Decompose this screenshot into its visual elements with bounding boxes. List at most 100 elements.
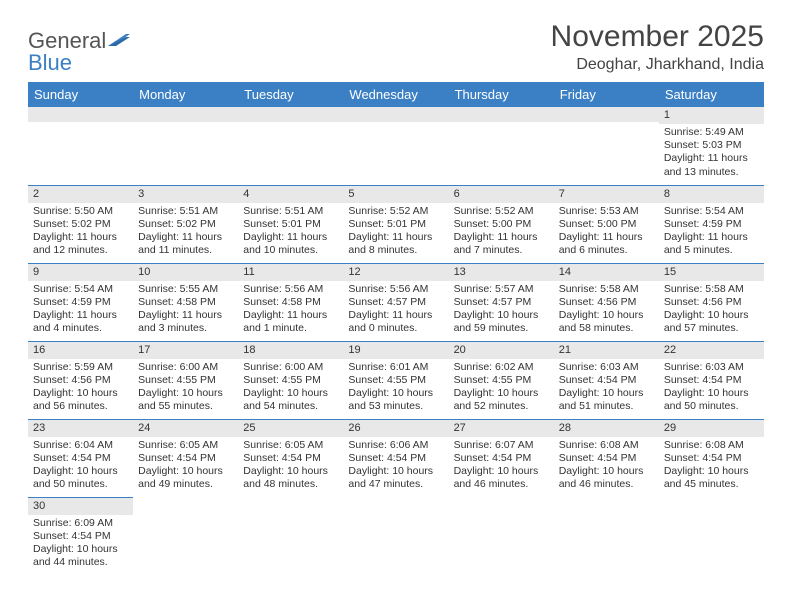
day-content: Sunrise: 6:00 AMSunset: 4:55 PMDaylight:…: [238, 359, 343, 417]
daynum-blank: [28, 107, 133, 122]
sunset-text: Sunset: 4:56 PM: [33, 374, 128, 387]
sunset-text: Sunset: 4:58 PM: [243, 296, 338, 309]
sunrise-text: Sunrise: 6:05 AM: [243, 439, 338, 452]
sunrise-text: Sunrise: 5:54 AM: [664, 205, 759, 218]
sunset-text: Sunset: 4:54 PM: [559, 452, 654, 465]
daylight-text: Daylight: 10 hours and 58 minutes.: [559, 309, 654, 335]
week-row: 30Sunrise: 6:09 AMSunset: 4:54 PMDayligh…: [28, 497, 764, 575]
logo-blue: Blue: [28, 50, 72, 75]
day-cell: 28Sunrise: 6:08 AMSunset: 4:54 PMDayligh…: [554, 419, 659, 497]
day-cell: 6Sunrise: 5:52 AMSunset: 5:00 PMDaylight…: [449, 185, 554, 263]
day-header: Thursday: [449, 82, 554, 107]
sunrise-text: Sunrise: 5:51 AM: [138, 205, 233, 218]
day-content: Sunrise: 5:54 AMSunset: 4:59 PMDaylight:…: [659, 203, 764, 261]
day-number: 24: [133, 420, 238, 437]
sunset-text: Sunset: 4:59 PM: [33, 296, 128, 309]
day-number: 2: [28, 186, 133, 203]
day-number: 10: [133, 264, 238, 281]
day-cell: 29Sunrise: 6:08 AMSunset: 4:54 PMDayligh…: [659, 419, 764, 497]
sunset-text: Sunset: 4:57 PM: [348, 296, 443, 309]
day-cell: 22Sunrise: 6:03 AMSunset: 4:54 PMDayligh…: [659, 341, 764, 419]
day-number: 15: [659, 264, 764, 281]
daylight-text: Daylight: 11 hours and 10 minutes.: [243, 231, 338, 257]
sunrise-text: Sunrise: 5:56 AM: [243, 283, 338, 296]
sunset-text: Sunset: 5:02 PM: [138, 218, 233, 231]
day-number: 1: [659, 107, 764, 124]
sunrise-text: Sunrise: 5:55 AM: [138, 283, 233, 296]
sunset-text: Sunset: 4:54 PM: [138, 452, 233, 465]
day-content: Sunrise: 6:02 AMSunset: 4:55 PMDaylight:…: [449, 359, 554, 417]
sunrise-text: Sunrise: 6:00 AM: [243, 361, 338, 374]
day-number: 22: [659, 342, 764, 359]
day-content: Sunrise: 6:08 AMSunset: 4:54 PMDaylight:…: [659, 437, 764, 495]
sunrise-text: Sunrise: 5:51 AM: [243, 205, 338, 218]
daylight-text: Daylight: 10 hours and 53 minutes.: [348, 387, 443, 413]
daylight-text: Daylight: 10 hours and 49 minutes.: [138, 465, 233, 491]
sunrise-text: Sunrise: 6:02 AM: [454, 361, 549, 374]
sunrise-text: Sunrise: 6:05 AM: [138, 439, 233, 452]
day-content: Sunrise: 5:49 AMSunset: 5:03 PMDaylight:…: [659, 124, 764, 182]
daylight-text: Daylight: 10 hours and 48 minutes.: [243, 465, 338, 491]
day-header: Wednesday: [343, 82, 448, 107]
sunrise-text: Sunrise: 5:49 AM: [664, 126, 759, 139]
day-number: 4: [238, 186, 343, 203]
day-cell: [343, 107, 448, 185]
day-header-row: Sunday Monday Tuesday Wednesday Thursday…: [28, 82, 764, 107]
week-row: 2Sunrise: 5:50 AMSunset: 5:02 PMDaylight…: [28, 185, 764, 263]
sunset-text: Sunset: 4:54 PM: [664, 374, 759, 387]
sunrise-text: Sunrise: 6:08 AM: [664, 439, 759, 452]
day-content: Sunrise: 5:51 AMSunset: 5:02 PMDaylight:…: [133, 203, 238, 261]
day-number: 18: [238, 342, 343, 359]
day-number: 30: [28, 498, 133, 515]
day-header: Tuesday: [238, 82, 343, 107]
day-cell: 25Sunrise: 6:05 AMSunset: 4:54 PMDayligh…: [238, 419, 343, 497]
day-number: 3: [133, 186, 238, 203]
daylight-text: Daylight: 10 hours and 54 minutes.: [243, 387, 338, 413]
day-cell: [449, 107, 554, 185]
daylight-text: Daylight: 11 hours and 4 minutes.: [33, 309, 128, 335]
day-cell: [238, 497, 343, 575]
day-cell: 13Sunrise: 5:57 AMSunset: 4:57 PMDayligh…: [449, 263, 554, 341]
daynum-blank: [449, 107, 554, 122]
daylight-text: Daylight: 10 hours and 44 minutes.: [33, 543, 128, 569]
sunset-text: Sunset: 4:55 PM: [243, 374, 338, 387]
day-cell: 1Sunrise: 5:49 AMSunset: 5:03 PMDaylight…: [659, 107, 764, 185]
header: General Blue November 2025 Deoghar, Jhar…: [28, 20, 764, 74]
day-cell: 24Sunrise: 6:05 AMSunset: 4:54 PMDayligh…: [133, 419, 238, 497]
sunset-text: Sunset: 4:54 PM: [243, 452, 338, 465]
day-cell: [554, 497, 659, 575]
day-cell: 10Sunrise: 5:55 AMSunset: 4:58 PMDayligh…: [133, 263, 238, 341]
day-content: Sunrise: 5:58 AMSunset: 4:56 PMDaylight:…: [659, 281, 764, 339]
day-number: 11: [238, 264, 343, 281]
day-cell: 5Sunrise: 5:52 AMSunset: 5:01 PMDaylight…: [343, 185, 448, 263]
daylight-text: Daylight: 11 hours and 5 minutes.: [664, 231, 759, 257]
day-content: Sunrise: 6:05 AMSunset: 4:54 PMDaylight:…: [133, 437, 238, 495]
day-content: Sunrise: 5:52 AMSunset: 5:00 PMDaylight:…: [449, 203, 554, 261]
sunrise-text: Sunrise: 5:52 AM: [454, 205, 549, 218]
daynum-blank: [133, 107, 238, 122]
sunset-text: Sunset: 5:00 PM: [559, 218, 654, 231]
sunset-text: Sunset: 4:55 PM: [454, 374, 549, 387]
day-content: Sunrise: 6:09 AMSunset: 4:54 PMDaylight:…: [28, 515, 133, 573]
day-content: Sunrise: 6:05 AMSunset: 4:54 PMDaylight:…: [238, 437, 343, 495]
daynum-blank: [343, 107, 448, 122]
day-cell: [343, 497, 448, 575]
daylight-text: Daylight: 10 hours and 52 minutes.: [454, 387, 549, 413]
daylight-text: Daylight: 10 hours and 51 minutes.: [559, 387, 654, 413]
logo-flag-icon: [108, 32, 132, 48]
day-number: 9: [28, 264, 133, 281]
day-header: Monday: [133, 82, 238, 107]
day-cell: 16Sunrise: 5:59 AMSunset: 4:56 PMDayligh…: [28, 341, 133, 419]
day-cell: 4Sunrise: 5:51 AMSunset: 5:01 PMDaylight…: [238, 185, 343, 263]
daynum-blank: [238, 107, 343, 122]
day-cell: 17Sunrise: 6:00 AMSunset: 4:55 PMDayligh…: [133, 341, 238, 419]
day-number: 19: [343, 342, 448, 359]
day-number: 12: [343, 264, 448, 281]
daylight-text: Daylight: 11 hours and 6 minutes.: [559, 231, 654, 257]
daylight-text: Daylight: 10 hours and 59 minutes.: [454, 309, 549, 335]
day-content: Sunrise: 5:55 AMSunset: 4:58 PMDaylight:…: [133, 281, 238, 339]
day-cell: 8Sunrise: 5:54 AMSunset: 4:59 PMDaylight…: [659, 185, 764, 263]
sunrise-text: Sunrise: 5:54 AM: [33, 283, 128, 296]
week-row: 9Sunrise: 5:54 AMSunset: 4:59 PMDaylight…: [28, 263, 764, 341]
sunset-text: Sunset: 4:55 PM: [348, 374, 443, 387]
